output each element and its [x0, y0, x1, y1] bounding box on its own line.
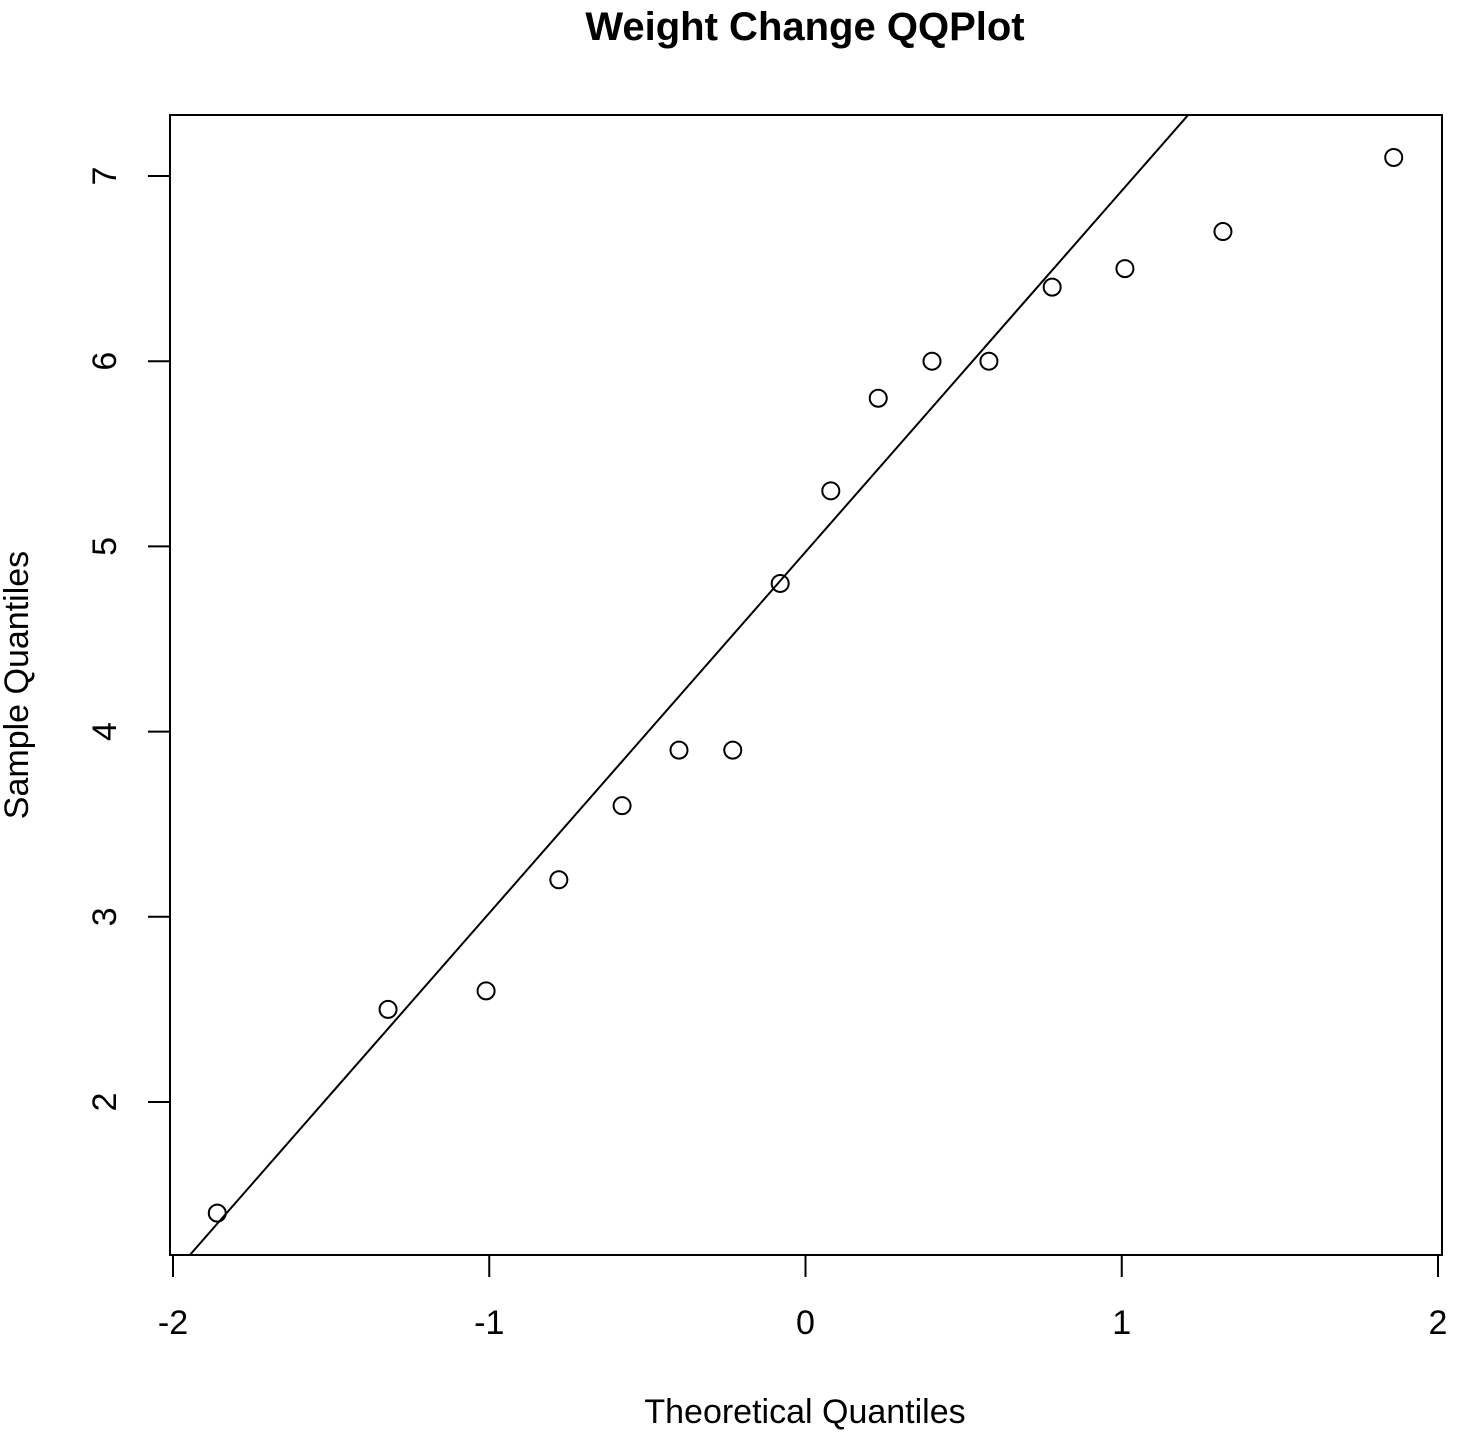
- y-tick-label: 6: [86, 352, 124, 371]
- chart-title: Weight Change QQPlot: [585, 5, 1024, 49]
- y-axis: 2 3 4 5 6 7: [86, 167, 171, 1112]
- data-point: [1115, 259, 1135, 279]
- data-point: [612, 796, 632, 816]
- y-tick-label: 4: [86, 722, 124, 741]
- x-axis-label: Theoretical Quantiles: [644, 1393, 965, 1431]
- y-tick-label: 5: [86, 537, 124, 556]
- x-tick-label: -2: [158, 1304, 188, 1342]
- data-point: [207, 1203, 227, 1223]
- data-point: [549, 870, 569, 890]
- data-point: [378, 999, 398, 1019]
- y-axis-label: Sample Quantiles: [0, 551, 36, 819]
- data-point: [922, 351, 942, 371]
- data-point: [1042, 277, 1062, 297]
- data-point: [1384, 147, 1404, 167]
- data-point: [669, 740, 689, 760]
- data-point: [770, 573, 790, 593]
- y-tick-label: 3: [86, 907, 124, 926]
- data-point: [868, 388, 888, 408]
- data-point: [1213, 222, 1233, 242]
- data-point: [979, 351, 999, 371]
- data-point: [476, 981, 496, 1001]
- x-tick-label: 1: [1112, 1304, 1131, 1342]
- x-tick-label: -1: [474, 1304, 504, 1342]
- data-point: [821, 481, 841, 501]
- reference-line-layer: [188, 115, 1190, 1255]
- y-tick-label: 7: [86, 167, 124, 186]
- qq-reference-line: [188, 115, 1190, 1255]
- x-tick-label: 2: [1429, 1304, 1448, 1342]
- y-tick-label: 2: [86, 1093, 124, 1112]
- data-point: [723, 740, 743, 760]
- data-points: [207, 147, 1404, 1223]
- x-tick-label: 0: [796, 1304, 815, 1342]
- x-axis: -2 -1 0 1 2: [158, 1254, 1448, 1342]
